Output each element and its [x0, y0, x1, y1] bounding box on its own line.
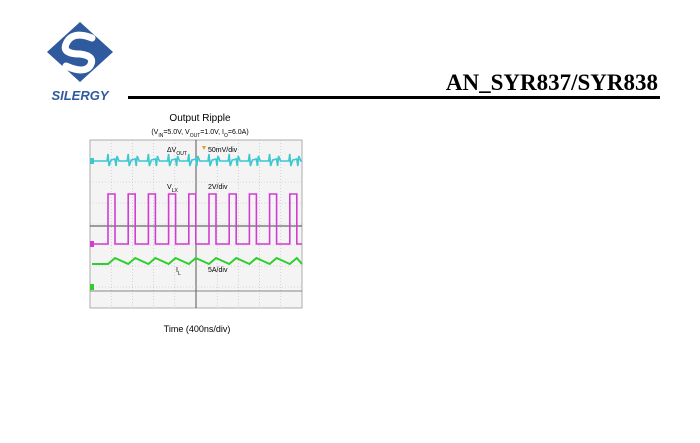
text-run: =6.0A): [228, 129, 249, 136]
doc-id: AN_SYR837/SYR838: [446, 70, 658, 95]
trace-name: I: [176, 267, 178, 274]
trace-label: IL: [176, 267, 181, 277]
trace-cyan: [92, 153, 302, 167]
figure-conditions: (VIN=5.0V, VOUT=1.0V, IO=6.0A): [151, 129, 248, 139]
scope-image: [89, 139, 303, 309]
trace-scale: 5A/div: [208, 267, 228, 274]
subscript: OUT: [176, 151, 187, 157]
logo-text: SILERGY: [51, 88, 109, 103]
trigger-marker: [202, 146, 206, 150]
subscript: L: [178, 271, 181, 277]
trace-label: VLX: [167, 184, 178, 194]
header-rule: [128, 96, 660, 99]
trace-name: V: [167, 184, 172, 191]
trace-label: ΔVOUT: [167, 147, 187, 157]
trace-magenta: [92, 193, 302, 245]
figure-caption: Time (400ns/div): [164, 324, 231, 334]
trace-scale: 2V/div: [208, 184, 228, 191]
trace-green: [92, 256, 303, 266]
text-run: (V: [151, 129, 158, 136]
subscript: O: [224, 133, 228, 139]
trace-name: ΔV: [167, 147, 177, 154]
subscript: LX: [172, 188, 179, 194]
marker: [90, 284, 94, 290]
marker: [90, 158, 94, 164]
trace-scale: 50mV/div: [208, 147, 238, 154]
subscript: IN: [158, 133, 163, 139]
subscript: OUT: [190, 133, 201, 139]
text-run: =5.0V, V: [163, 129, 190, 136]
marker: [90, 241, 94, 247]
logo: SILERGY: [47, 22, 113, 103]
figure-title: Output Ripple: [169, 113, 231, 124]
text-run: =1.0V, I: [200, 129, 224, 136]
